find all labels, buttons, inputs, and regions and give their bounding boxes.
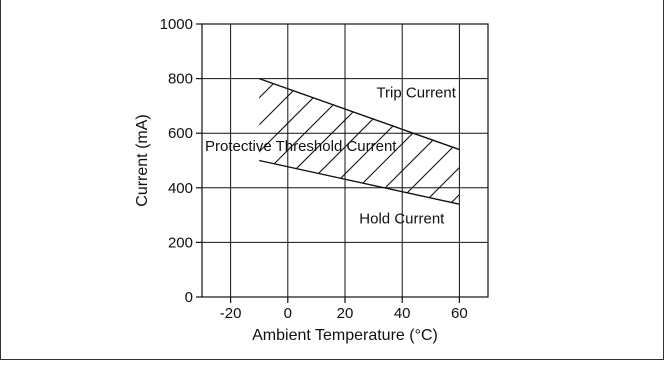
y-tick-label: 600 bbox=[168, 125, 193, 142]
y-tick-label: 1000 bbox=[160, 16, 193, 33]
y-axis-label: Current (mA) bbox=[134, 114, 151, 206]
hatch-line bbox=[259, 78, 460, 205]
hatch-line bbox=[476, 40, 664, 340]
hatch-line bbox=[530, 40, 664, 340]
hatch-line bbox=[1, 40, 236, 340]
hatched-region bbox=[1, 40, 664, 340]
grid-lines bbox=[202, 24, 488, 297]
hatch-line bbox=[421, 78, 460, 205]
hatch-line bbox=[503, 40, 664, 340]
x-tick-label: -20 bbox=[220, 305, 242, 322]
hatch-line bbox=[1, 40, 128, 340]
hatch-line bbox=[259, 78, 264, 205]
annotation-hold-current: Hold Current bbox=[359, 210, 445, 227]
x-axis-label: Ambient Temperature (°C) bbox=[252, 327, 438, 344]
hatch-line bbox=[1, 40, 155, 340]
annotation-protective-threshold-current: Protective Threshold Current bbox=[205, 138, 397, 155]
hatch-line bbox=[313, 78, 460, 205]
hatch-line bbox=[584, 40, 664, 340]
hatch-line bbox=[259, 78, 345, 205]
hatch-line bbox=[448, 78, 460, 205]
hatch-line bbox=[611, 40, 664, 340]
y-tick-label: 200 bbox=[168, 234, 193, 251]
y-tick-label: 400 bbox=[168, 180, 193, 197]
series-line-1 bbox=[259, 159, 460, 205]
hatch-line bbox=[259, 78, 372, 205]
x-tick-label: 20 bbox=[337, 305, 354, 322]
series-line-0 bbox=[258, 77, 460, 151]
hatch-line bbox=[259, 78, 318, 205]
y-tick-label: 0 bbox=[185, 289, 193, 306]
x-tick-label: 60 bbox=[451, 305, 468, 322]
hatch-line bbox=[1, 40, 101, 340]
hatch-line bbox=[557, 40, 664, 340]
hatch-line bbox=[259, 78, 460, 205]
annotation-trip-current: Trip Current bbox=[376, 85, 456, 102]
hatch-line bbox=[1, 40, 182, 340]
x-tick-label: 40 bbox=[394, 305, 411, 322]
x-tick-label: 0 bbox=[284, 305, 292, 322]
hatch-line bbox=[286, 78, 460, 205]
y-tick-label: 800 bbox=[168, 71, 193, 88]
hatch-line bbox=[638, 40, 664, 340]
series-lines bbox=[258, 77, 460, 205]
